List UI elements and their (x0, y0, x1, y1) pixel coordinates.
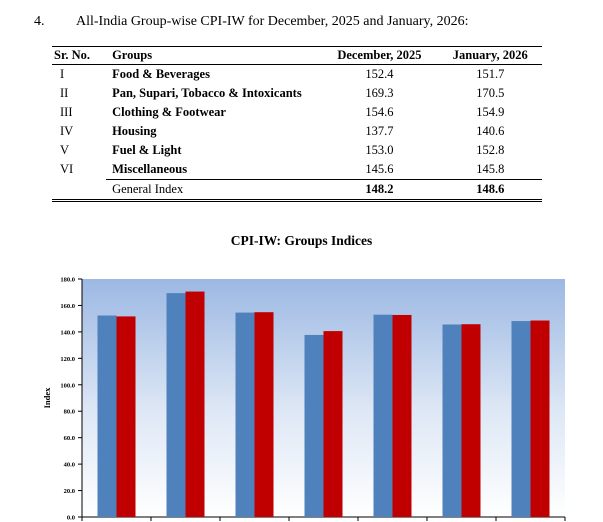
row-dec-value: 169.3 (365, 86, 394, 100)
table-row: IV Housing 137.7 140.6 (52, 122, 542, 141)
y-tick-label: 60.0 (64, 435, 75, 442)
bar-iii-series-1 (235, 312, 255, 517)
row-dec-value: 152.4 (365, 67, 394, 81)
table-row: V Fuel & Light 153.0 152.8 (52, 141, 542, 160)
table-row: I Food & Beverages 152.4 151.7 (52, 65, 542, 85)
header-sr-no: Sr. No. (52, 46, 107, 65)
y-tick-label: 120.0 (60, 356, 75, 363)
row-jan-value: 154.9 (476, 105, 505, 119)
y-tick-label: 180.0 (60, 277, 75, 284)
header-january: January, 2026 (438, 46, 542, 65)
bar-ii-series-1 (166, 293, 186, 517)
y-tick-label: 100.0 (60, 382, 75, 389)
row-jan-value: 170.5 (476, 86, 505, 100)
row-jan-value: 145.8 (476, 162, 505, 176)
row-group: Clothing & Footwear (112, 105, 226, 119)
row-group: Fuel & Light (112, 143, 182, 157)
y-tick-label: 40.0 (64, 462, 75, 469)
row-jan-value: 140.6 (476, 124, 505, 138)
y-tick-label: 20.0 (64, 488, 75, 495)
section-number: 4. (34, 14, 45, 29)
row-group: Miscellaneous (112, 162, 188, 176)
y-tick-label: 80.0 (64, 409, 75, 416)
row-dec-value: 137.7 (365, 124, 394, 138)
bar-iv-series-1 (304, 334, 324, 517)
y-axis-label: Index (42, 387, 52, 409)
bar-v-series-2 (392, 314, 412, 517)
bar-vi-series-2 (461, 324, 481, 517)
row-jan-value: 151.7 (476, 67, 505, 81)
bar-iii-series-2 (254, 312, 274, 517)
bar-i-series-2 (116, 316, 136, 517)
total-sr-blank (52, 179, 107, 202)
total-dec-value: 148.2 (320, 179, 439, 202)
row-group: Housing (112, 124, 157, 138)
bar-vi-series-1 (442, 324, 462, 517)
row-dec-value: 153.0 (365, 143, 394, 157)
y-tick-label: 140.0 (60, 329, 75, 336)
bar-ii-series-2 (185, 291, 205, 517)
general-index-row: General Index 148.2 148.6 (52, 179, 542, 202)
table-row: II Pan, Supari, Tobacco & Intoxicants 16… (52, 84, 542, 103)
total-label: General Index (106, 179, 321, 202)
header-groups: Groups (106, 46, 321, 65)
table-row: III Clothing & Footwear 154.6 154.9 (52, 103, 542, 122)
bar-v-series-1 (373, 314, 393, 517)
table-row: VI Miscellaneous 145.6 145.8 (52, 160, 542, 180)
row-sr-no: II (60, 86, 69, 100)
bar-i-series-1 (97, 315, 117, 517)
row-sr-no: III (60, 105, 73, 119)
row-dec-value: 145.6 (365, 162, 394, 176)
row-sr-no: I (60, 67, 65, 81)
bar-general-index-series-1 (511, 321, 531, 517)
table-header-row: Sr. No. Groups December, 2025 January, 2… (52, 46, 542, 65)
chart-title: CPI-IW: Groups Indices (230, 233, 373, 248)
total-jan-value: 148.6 (438, 179, 542, 202)
row-sr-no: IV (60, 124, 74, 138)
y-tick-label: 160.0 (60, 303, 75, 310)
row-sr-no: V (60, 143, 70, 157)
row-group: Pan, Supari, Tobacco & Intoxicants (112, 86, 302, 100)
bar-general-index-series-2 (530, 320, 550, 517)
header-december: December, 2025 (320, 46, 439, 65)
row-sr-no: VI (60, 162, 74, 177)
row-group: Food & Beverages (112, 67, 210, 81)
row-dec-value: 154.6 (365, 105, 394, 119)
section-title: All-India Group-wise CPI-IW for December… (76, 14, 469, 29)
cpi-group-table: Sr. No. Groups December, 2025 January, 2… (52, 46, 542, 202)
groups-indices-chart: 0.0 20.0 40.0 60.0 80.0 100.0 120.0 140.0 160.0 1… (42, 277, 566, 522)
row-jan-value: 152.8 (476, 143, 505, 157)
bar-iv-series-2 (323, 331, 343, 517)
y-tick-label: 0.0 (67, 515, 75, 522)
